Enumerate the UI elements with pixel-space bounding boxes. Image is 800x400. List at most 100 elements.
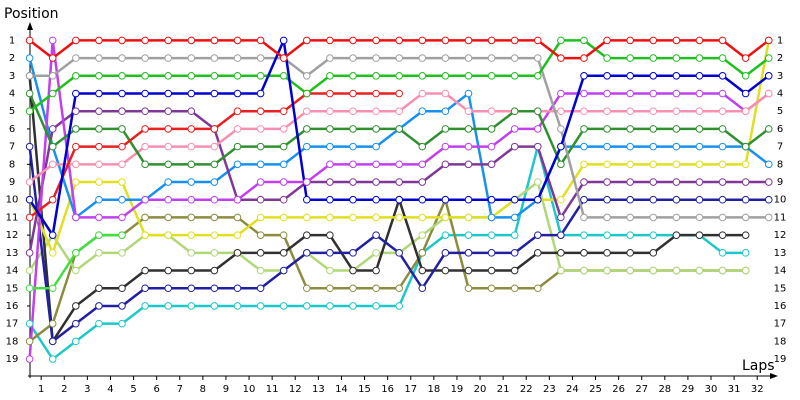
lap-point <box>533 249 542 257</box>
lap-point <box>672 178 681 186</box>
y-tick-label: 15 <box>6 283 19 294</box>
lap-point <box>326 54 334 62</box>
y-tick-label-right: 1 <box>777 35 783 46</box>
lap-point <box>25 72 34 80</box>
lap-point <box>649 72 658 80</box>
lap-point <box>510 36 519 45</box>
lap-point <box>510 195 519 204</box>
lap-point <box>233 302 242 310</box>
lap-point <box>441 54 450 62</box>
lap-point <box>326 142 334 151</box>
lap-point <box>164 178 173 186</box>
lap-point <box>233 284 242 293</box>
lap-point <box>695 266 704 275</box>
lap-point <box>48 284 57 293</box>
x-tick-label: 24 <box>566 384 579 395</box>
lap-point <box>118 36 126 45</box>
lap-point <box>580 54 588 62</box>
lap-point <box>187 266 196 275</box>
lap-point <box>72 249 80 257</box>
x-axis-arrow <box>770 373 778 379</box>
y-tick-label-right: 5 <box>777 106 783 117</box>
lap-point <box>603 125 611 133</box>
y-axis-arrow <box>27 22 33 30</box>
lap-point <box>580 249 588 257</box>
lap-point <box>302 249 311 257</box>
lap-point <box>48 355 57 363</box>
lap-point <box>118 284 126 293</box>
x-tick-label: 23 <box>543 384 556 395</box>
lap-point <box>580 178 588 186</box>
lap-point <box>372 89 380 98</box>
lap-point <box>487 125 496 133</box>
lap-point <box>349 89 357 98</box>
lap-point <box>533 54 542 62</box>
lap-point <box>580 89 588 98</box>
lap-point <box>649 36 658 45</box>
lap-point <box>95 195 103 204</box>
lap-point <box>695 72 704 80</box>
lap-point <box>418 107 427 116</box>
lap-point <box>464 36 473 45</box>
lap-point <box>141 36 149 45</box>
lap-point <box>72 72 80 80</box>
x-tick-label: 27 <box>635 384 648 395</box>
x-tick-label: 15 <box>358 384 371 395</box>
lap-point <box>326 284 334 293</box>
lap-point <box>95 284 103 293</box>
x-tick-label: 17 <box>404 384 417 395</box>
lap-point <box>233 195 242 204</box>
y-tick-label: 7 <box>9 142 15 153</box>
lap-point <box>118 54 126 62</box>
lap-point <box>349 72 357 80</box>
lap-point <box>487 195 496 204</box>
y-tick-label-right: 17 <box>774 319 787 330</box>
lap-point <box>302 195 311 204</box>
lap-point <box>210 249 219 257</box>
x-tick-label: 1 <box>38 384 44 395</box>
lap-point <box>441 125 450 133</box>
lap-point <box>580 160 588 169</box>
lap-point <box>118 125 126 133</box>
x-tick-label: 13 <box>312 384 325 395</box>
lap-point <box>395 249 403 257</box>
lap-point <box>418 54 427 62</box>
lap-point <box>718 72 727 80</box>
lap-point <box>72 213 80 222</box>
lap-point <box>603 36 611 45</box>
x-tick-label: 16 <box>381 384 394 395</box>
lap-point <box>487 249 496 257</box>
lap-point <box>164 213 173 222</box>
lap-point <box>118 178 126 186</box>
lap-point <box>510 125 519 133</box>
lap-point <box>48 72 57 80</box>
lap-point <box>672 107 681 116</box>
lap-point <box>418 142 427 151</box>
lap-point <box>695 125 704 133</box>
y-tick-label: 6 <box>9 124 15 135</box>
x-tick-label: 6 <box>153 384 159 395</box>
lap-point <box>256 89 265 98</box>
lap-point <box>487 142 496 151</box>
x-tick-label: 7 <box>177 384 183 395</box>
lap-point <box>164 266 173 275</box>
x-tick-label: 25 <box>589 384 602 395</box>
x-tick-label: 22 <box>520 384 533 395</box>
y-tick-label: 5 <box>9 106 15 117</box>
lap-point <box>672 266 681 275</box>
lap-point <box>418 36 427 45</box>
lap-point <box>187 72 196 80</box>
lap-point <box>464 142 473 151</box>
lap-point <box>164 107 173 116</box>
lap-point <box>164 302 173 310</box>
lap-point <box>326 107 334 116</box>
lap-point <box>626 160 634 169</box>
lap-point <box>372 302 380 310</box>
lap-point <box>487 160 496 169</box>
lap-point <box>256 142 265 151</box>
lap-point <box>372 36 380 45</box>
lap-point <box>764 160 773 169</box>
lap-point <box>418 213 427 222</box>
lap-point <box>395 36 403 45</box>
lap-point <box>302 125 311 133</box>
